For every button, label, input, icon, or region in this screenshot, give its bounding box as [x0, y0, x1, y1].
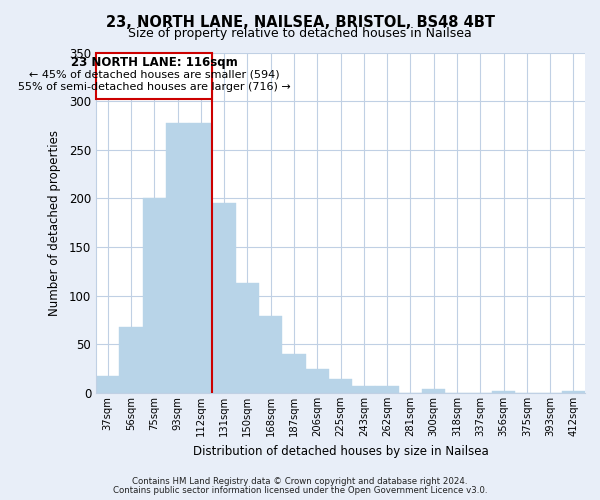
Text: 23, NORTH LANE, NAILSEA, BRISTOL, BS48 4BT: 23, NORTH LANE, NAILSEA, BRISTOL, BS48 4…	[106, 15, 494, 30]
Bar	[119, 327, 143, 393]
Bar	[259, 316, 282, 393]
X-axis label: Distribution of detached houses by size in Nailsea: Distribution of detached houses by size …	[193, 444, 488, 458]
Bar	[329, 380, 352, 393]
Bar	[212, 204, 236, 393]
Bar	[143, 198, 166, 393]
Text: Contains public sector information licensed under the Open Government Licence v3: Contains public sector information licen…	[113, 486, 487, 495]
Text: 23 NORTH LANE: 116sqm: 23 NORTH LANE: 116sqm	[71, 56, 238, 68]
Bar	[492, 391, 515, 393]
Text: ← 45% of detached houses are smaller (594): ← 45% of detached houses are smaller (59…	[29, 70, 280, 80]
Bar	[96, 376, 119, 393]
Bar	[376, 386, 399, 393]
Bar	[282, 354, 305, 393]
Bar	[422, 389, 445, 393]
Text: 55% of semi-detached houses are larger (716) →: 55% of semi-detached houses are larger (…	[18, 82, 290, 92]
Bar	[305, 368, 329, 393]
Y-axis label: Number of detached properties: Number of detached properties	[47, 130, 61, 316]
Bar	[352, 386, 376, 393]
Bar	[189, 122, 212, 393]
Bar	[236, 283, 259, 393]
Bar	[562, 391, 585, 393]
Text: Contains HM Land Registry data © Crown copyright and database right 2024.: Contains HM Land Registry data © Crown c…	[132, 477, 468, 486]
Text: Size of property relative to detached houses in Nailsea: Size of property relative to detached ho…	[128, 28, 472, 40]
FancyBboxPatch shape	[96, 52, 212, 99]
Bar	[166, 122, 189, 393]
